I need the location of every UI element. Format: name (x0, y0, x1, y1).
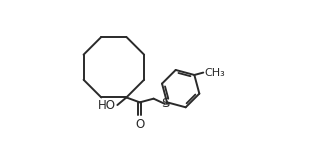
Text: S: S (161, 97, 169, 111)
Text: CH₃: CH₃ (204, 68, 225, 78)
Text: HO: HO (98, 98, 116, 112)
Text: O: O (135, 118, 144, 131)
